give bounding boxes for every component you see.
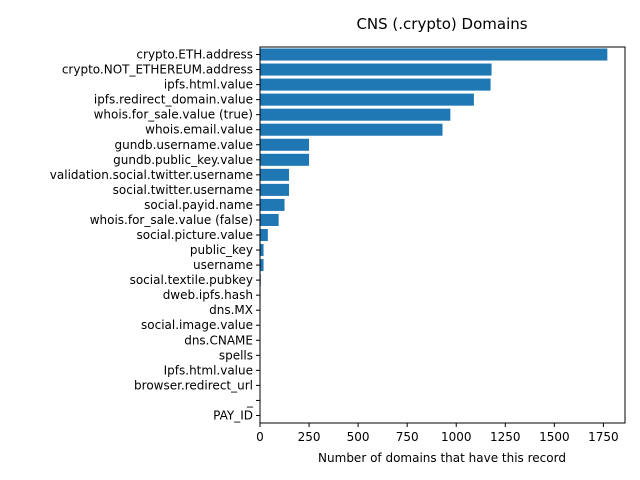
y-tick-label: gundb.public_key.value xyxy=(113,153,253,167)
y-tick-label: whois.for_sale.value (true) xyxy=(94,108,253,122)
x-tick-label: 1000 xyxy=(441,430,472,444)
y-axis-ticks: crypto.ETH.addresscrypto.NOT_ETHEREUM.ad… xyxy=(50,48,260,422)
bar xyxy=(260,108,451,121)
bar xyxy=(260,259,264,272)
y-tick-label: username xyxy=(193,258,253,272)
y-tick-label: social.payid.name xyxy=(144,198,253,212)
bar xyxy=(260,213,279,226)
bar xyxy=(260,168,290,181)
y-tick-label: dweb.ipfs.hash xyxy=(163,288,253,302)
bar xyxy=(260,78,491,91)
x-tick-label: 0 xyxy=(256,430,264,444)
bar xyxy=(260,93,474,106)
y-tick-label: ipfs.html.value xyxy=(164,78,253,92)
x-tick-label: 1750 xyxy=(588,430,619,444)
y-tick-label: whois.email.value xyxy=(145,123,253,137)
y-tick-label: crypto.ETH.address xyxy=(136,48,253,62)
bar xyxy=(260,123,443,136)
chart-title: CNS (.crypto) Domains xyxy=(356,15,527,33)
y-tick-label: spells xyxy=(219,348,253,362)
x-axis-ticks: 0 250 500 750 1000 1250 1500 1750 xyxy=(256,423,619,444)
bar xyxy=(260,198,285,211)
y-tick-label: social.twitter.username xyxy=(113,183,253,197)
y-tick-label: gundb.username.value xyxy=(115,138,253,152)
x-tick-label: 500 xyxy=(347,430,370,444)
bar xyxy=(260,153,310,166)
bars-group xyxy=(260,48,608,422)
y-tick-label: social.picture.value xyxy=(136,228,253,242)
x-tick-label: 250 xyxy=(298,430,321,444)
x-tick-label: 1500 xyxy=(539,430,570,444)
bar xyxy=(260,183,290,196)
plot-frame xyxy=(259,46,626,424)
bar xyxy=(260,138,310,151)
y-tick-label: browser.redirect_url xyxy=(134,378,253,392)
bar xyxy=(260,244,264,257)
y-tick-label: validation.social.twitter.username xyxy=(50,168,253,182)
bar xyxy=(260,63,492,76)
x-axis-label: Number of domains that have this record xyxy=(318,451,566,465)
y-tick-label: Ipfs.html.value xyxy=(164,363,253,377)
y-tick-label: social.image.value xyxy=(141,318,253,332)
y-tick-label: whois.for_sale.value (false) xyxy=(90,213,253,227)
bar xyxy=(260,228,268,242)
y-tick-label: dns.MX xyxy=(209,303,253,317)
y-tick-label: public_key xyxy=(190,243,253,257)
y-tick-label: _ xyxy=(246,393,254,407)
x-tick-label: 1250 xyxy=(490,430,521,444)
y-tick-label: crypto.NOT_ETHEREUM.address xyxy=(62,63,253,77)
bar xyxy=(260,48,608,61)
x-tick-label: 750 xyxy=(396,430,419,444)
y-tick-label: dns.CNAME xyxy=(184,333,253,347)
y-tick-label: ipfs.redirect_domain.value xyxy=(94,93,253,107)
y-tick-label: social.textile.pubkey xyxy=(130,273,253,287)
y-tick-label: PAY_ID xyxy=(213,408,253,422)
